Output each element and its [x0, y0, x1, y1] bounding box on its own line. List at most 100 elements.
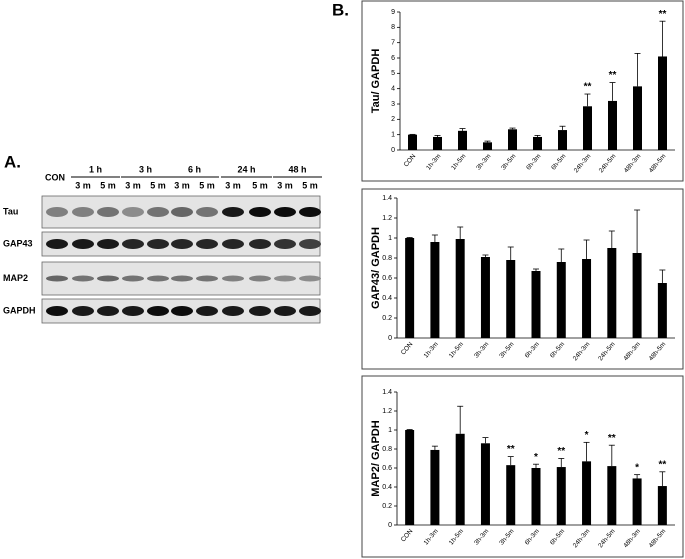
- band: [72, 239, 94, 249]
- blot-label: 5 m: [150, 180, 166, 190]
- bar: [458, 130, 467, 150]
- bar: [632, 253, 642, 338]
- y-tick-label: 4: [391, 86, 395, 93]
- band: [97, 275, 119, 282]
- y-tick-label: 2: [391, 116, 395, 123]
- blot-label: CON: [45, 172, 65, 182]
- blot-label: 5 m: [199, 180, 215, 190]
- bar: [582, 461, 592, 525]
- bar: [608, 100, 617, 150]
- y-tick-label: 0.6: [382, 275, 392, 282]
- band: [249, 207, 271, 217]
- band: [274, 275, 296, 282]
- band: [171, 239, 193, 249]
- band: [46, 275, 68, 282]
- bar: [506, 260, 516, 338]
- panel-label: A.: [4, 152, 21, 171]
- bar: [506, 465, 516, 525]
- bar: [433, 136, 442, 150]
- bar: [455, 433, 465, 525]
- blot-label: MAP2: [3, 273, 28, 283]
- panel-label: B.: [332, 0, 349, 19]
- y-tick-label: 1: [388, 427, 392, 434]
- blot-label: 6 h: [188, 164, 201, 174]
- band: [72, 207, 94, 217]
- bar: [658, 56, 667, 150]
- chart-frame: [361, 0, 684, 182]
- band: [97, 306, 119, 316]
- y-tick-label: 5: [391, 70, 395, 77]
- y-tick-label: 1: [388, 235, 392, 242]
- bar: [582, 259, 592, 338]
- bar: [556, 262, 566, 338]
- band: [72, 275, 94, 282]
- band: [46, 306, 68, 316]
- annotation: **: [659, 9, 667, 20]
- y-tick-label: 0.8: [382, 446, 392, 453]
- band: [171, 306, 193, 316]
- band: [171, 275, 193, 282]
- band: [196, 239, 218, 249]
- band: [46, 207, 68, 217]
- band: [299, 239, 321, 249]
- y-axis-label: GAP43/ GAPDH: [370, 227, 382, 309]
- chart-frame: [361, 188, 684, 370]
- blot-label: 24 h: [237, 164, 255, 174]
- blot-label: 5 m: [302, 180, 318, 190]
- band: [147, 306, 169, 316]
- bar: [533, 136, 542, 150]
- annotation: *: [534, 452, 538, 463]
- annotation: **: [608, 433, 616, 444]
- band: [299, 306, 321, 316]
- band: [147, 239, 169, 249]
- y-tick-label: 7: [391, 40, 395, 47]
- annotation: **: [507, 444, 515, 455]
- y-tick-label: 0: [388, 522, 392, 529]
- bar: [480, 443, 490, 525]
- bar: [633, 86, 642, 150]
- annotation: *: [585, 430, 589, 441]
- band: [196, 207, 218, 217]
- y-tick-label: 1.4: [382, 389, 392, 396]
- blot-label: 3 m: [225, 180, 241, 190]
- blot-label: 3 m: [125, 180, 141, 190]
- band: [97, 207, 119, 217]
- bar: [607, 248, 617, 338]
- bar: [480, 257, 490, 338]
- bar: [405, 430, 415, 525]
- bar: [531, 468, 541, 525]
- blot-label: 3 m: [277, 180, 293, 190]
- chart-frame: [361, 375, 684, 558]
- y-tick-label: 6: [391, 55, 395, 62]
- bar: [607, 466, 617, 525]
- bar: [583, 106, 592, 150]
- band: [249, 275, 271, 282]
- bar: [632, 478, 642, 525]
- y-tick-label: 0.4: [382, 295, 392, 302]
- band: [274, 239, 296, 249]
- annotation: **: [609, 70, 617, 81]
- y-tick-label: 0: [391, 147, 395, 154]
- band: [122, 239, 144, 249]
- blot-label: 48 h: [288, 164, 306, 174]
- bar: [430, 449, 440, 525]
- y-tick-label: 0.2: [382, 315, 392, 322]
- y-tick-label: 1.4: [382, 195, 392, 202]
- annotation: **: [557, 446, 565, 457]
- bar: [483, 142, 492, 150]
- y-tick-label: 0.2: [382, 503, 392, 510]
- y-tick-label: 8: [391, 24, 395, 31]
- annotation: **: [584, 82, 592, 93]
- y-tick-label: 0: [388, 335, 392, 342]
- annotation: **: [658, 459, 666, 470]
- band: [122, 306, 144, 316]
- y-axis-label: Tau/ GAPDH: [370, 49, 382, 114]
- bar: [558, 130, 567, 150]
- y-tick-label: 0.4: [382, 484, 392, 491]
- blot-label: GAP43: [3, 238, 33, 248]
- band: [196, 275, 218, 282]
- band: [249, 306, 271, 316]
- band: [222, 207, 244, 217]
- band: [122, 275, 144, 282]
- band: [72, 306, 94, 316]
